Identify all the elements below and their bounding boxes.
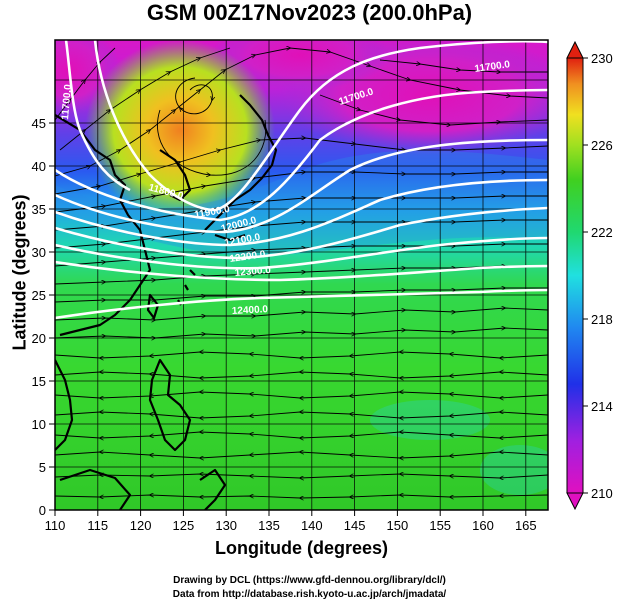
colorbar: 210 214 218 222 226 230 (566, 40, 613, 511)
contour-label: 11700.0 (474, 59, 511, 75)
y-tick-label: 10 (32, 417, 46, 432)
drawing-credit: Drawing by DCL (https://www.gfd-dennou.o… (173, 575, 446, 586)
y-tick-label: 40 (32, 159, 46, 174)
x-tick-label: 120 (130, 518, 152, 533)
height-contours (55, 40, 548, 320)
y-tick-label: 35 (32, 202, 46, 217)
y-tick-label: 0 (39, 503, 46, 518)
x-tick-label: 125 (173, 518, 195, 533)
x-tick-label: 130 (215, 518, 237, 533)
y-tick-label: 20 (32, 331, 46, 346)
contour-label: 11700.0 (60, 83, 74, 120)
x-tick-labels: 110 115 120 125 130 135 140 145 150 155 … (45, 518, 537, 533)
plot-frame (54, 39, 549, 511)
data-credit: Data from http://database.rish.kyoto-u.a… (172, 589, 447, 600)
colorbar-tick-label: 214 (591, 399, 613, 414)
y-tick-label: 25 (32, 288, 46, 303)
contour-label: 12400.0 (232, 304, 269, 317)
contour-label: 12200.0 (229, 249, 267, 265)
colorbar-top-arrow (566, 40, 584, 59)
x-tick-label: 110 (45, 518, 66, 533)
contour-label: 12300.0 (234, 265, 271, 279)
y-tick-label: 5 (39, 460, 46, 475)
y-tick-label: 15 (32, 374, 46, 389)
x-tick-label: 160 (472, 518, 494, 533)
x-tick-label: 115 (87, 518, 108, 533)
tick-marks (49, 122, 527, 516)
colorbar-tick-label: 226 (591, 138, 613, 153)
x-tick-label: 165 (515, 518, 537, 533)
colorbar-tick-label: 230 (591, 51, 613, 66)
x-tick-label: 150 (387, 518, 409, 533)
x-tick-label: 140 (301, 518, 323, 533)
x-tick-label: 145 (344, 518, 366, 533)
y-tick-label: 45 (32, 116, 46, 131)
y-tick-labels: 0 5 10 15 20 25 30 35 40 45 (32, 116, 46, 518)
colorbar-tick-label: 210 (591, 486, 613, 501)
colorbar-body (566, 57, 584, 494)
chart-title: GSM 00Z17Nov2023 (200.0hPa) (146, 0, 473, 25)
colorbar-bottom-arrow (566, 492, 584, 511)
colorbar-tick-label: 222 (591, 225, 613, 240)
x-axis-label: Longitude (degrees) (214, 538, 388, 558)
coastlines (55, 94, 278, 510)
y-tick-label: 30 (32, 245, 46, 260)
colorbar-tick-label: 218 (591, 312, 613, 327)
x-tick-label: 135 (258, 518, 280, 533)
x-tick-label: 155 (429, 518, 451, 533)
y-axis-label: Latitude (degrees) (9, 194, 30, 351)
